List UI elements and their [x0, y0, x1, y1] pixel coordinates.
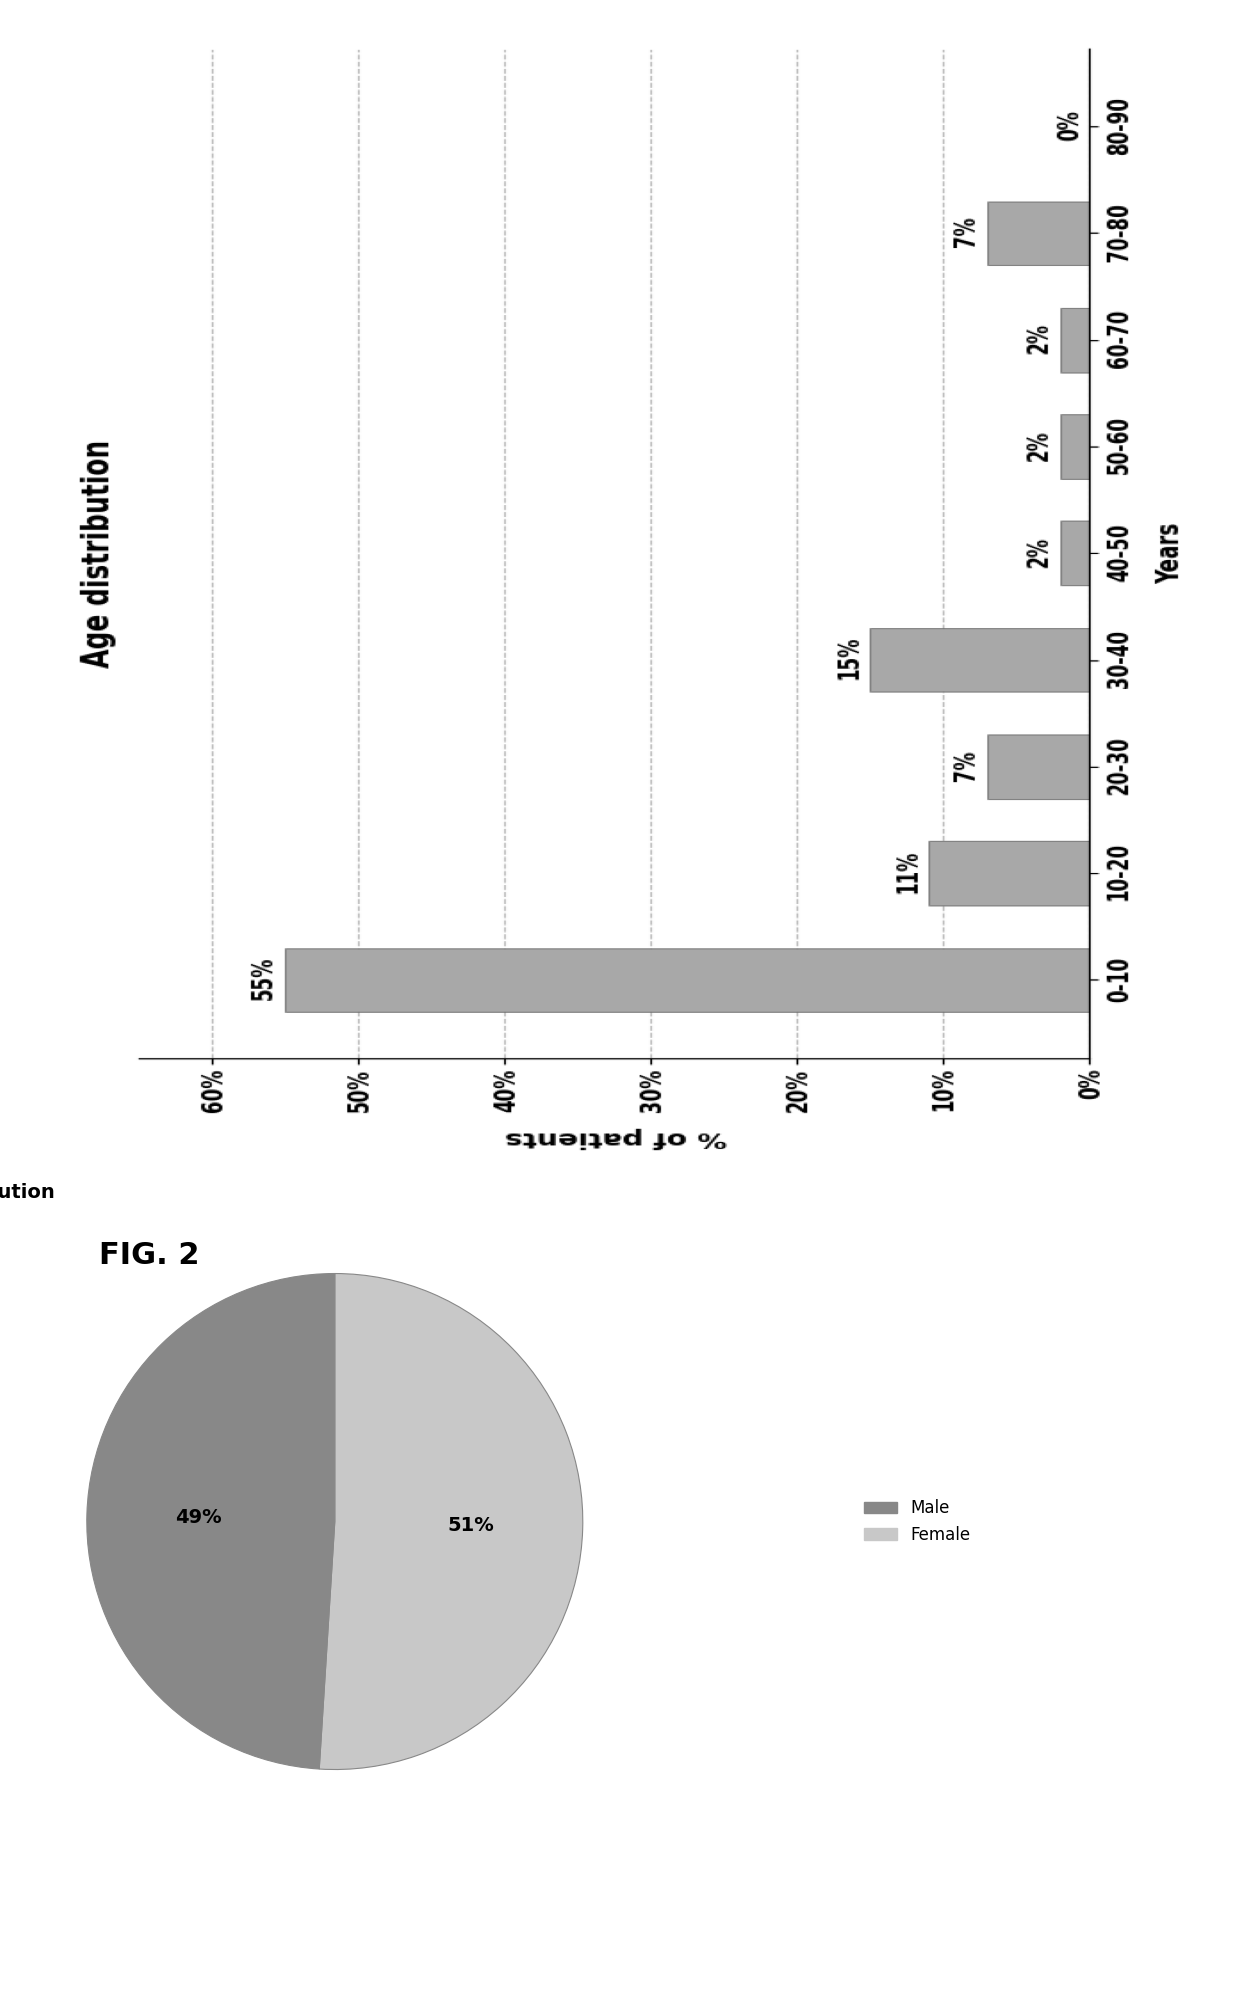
- Wedge shape: [87, 1273, 335, 1770]
- Text: 51%: 51%: [448, 1516, 495, 1536]
- Text: 49%: 49%: [175, 1508, 222, 1528]
- Legend: Male, Female: Male, Female: [857, 1493, 977, 1550]
- Text: Gender distribution: Gender distribution: [0, 1183, 55, 1201]
- Wedge shape: [319, 1273, 583, 1770]
- Text: FIG. 2: FIG. 2: [99, 1241, 200, 1269]
